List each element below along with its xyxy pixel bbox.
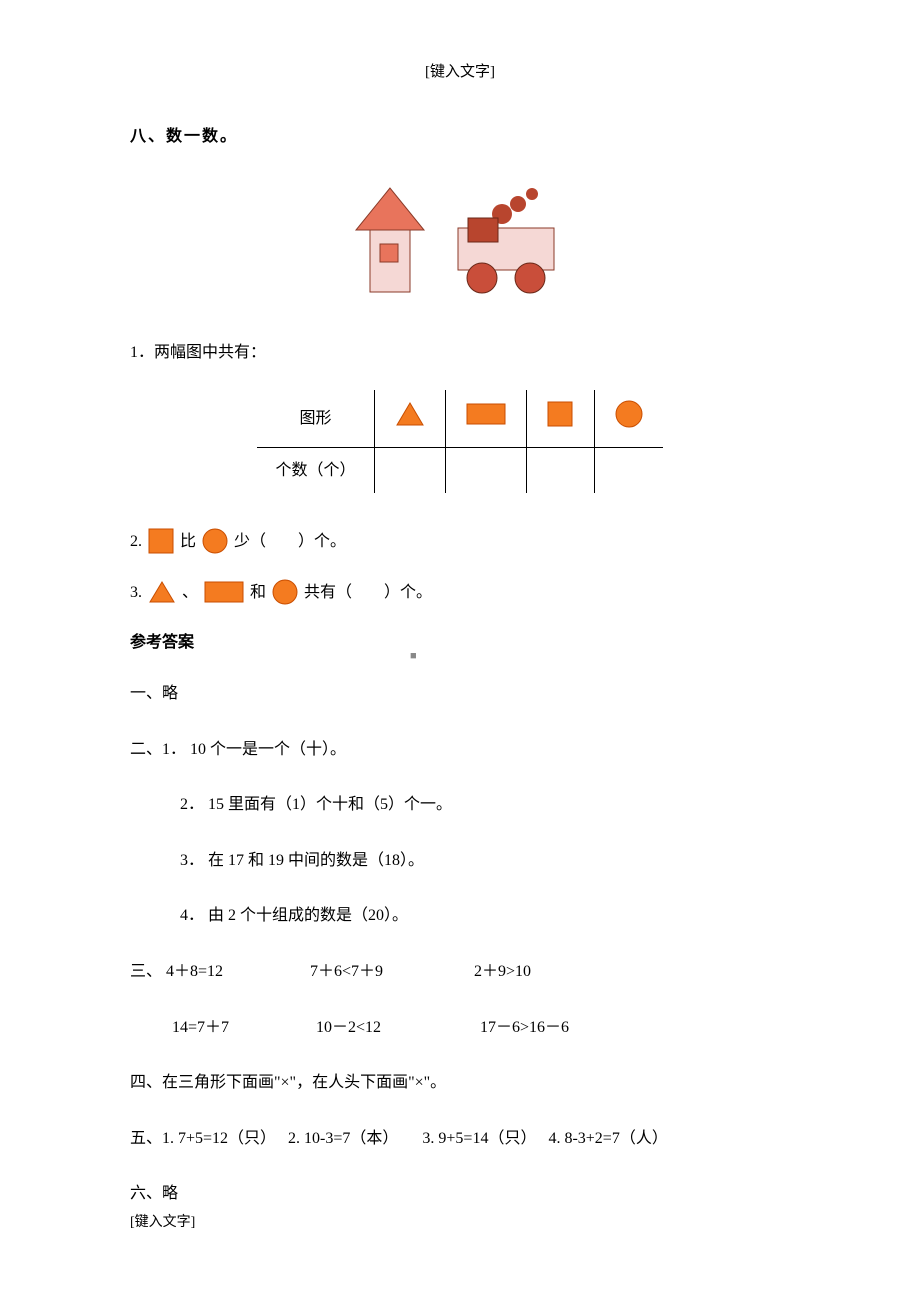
rectangle-cell [445, 390, 526, 447]
answer-3-row1: 三、 4＋8=12 7＋6<7＋9 2＋9>10 [130, 959, 790, 985]
answer-6: 六、略 [130, 1181, 790, 1207]
answer-3-1b: 7＋6<7＋9 [310, 959, 470, 985]
answer-5: 五、1. 7+5=12（只） 2. 10-3=7（本） 3. 9+5=14（只）… [130, 1126, 790, 1152]
picture-container [130, 180, 790, 300]
house-picture [350, 180, 430, 300]
answer-3-2c: 17－6>16－6 [480, 1019, 569, 1036]
question-2: 2. 比 少（ ）个。 [130, 528, 790, 554]
shapes-count-table: 图形 个数（个） [257, 390, 662, 493]
answer-3-2a: 14=7＋7 [172, 1015, 312, 1041]
q3-text-2: 共有（ ）个。 [304, 580, 432, 606]
square-icon [148, 528, 174, 554]
question-1-label: 1．两幅图中共有： [130, 340, 790, 366]
rectangle-icon [204, 581, 244, 603]
rectangle-icon [466, 403, 506, 425]
answer-2-4: 4． 由 2 个十组成的数是（20）。 [130, 903, 790, 929]
q3-number: 3. [130, 580, 142, 606]
count-cell-square[interactable] [526, 447, 594, 493]
count-cell-circle[interactable] [594, 447, 663, 493]
table-header-count: 个数（个） [257, 447, 374, 493]
circle-icon [615, 400, 643, 428]
answer-2-3: 3． 在 17 和 19 中间的数是（18）。 [130, 848, 790, 874]
page-footer: [键入文字] [130, 1212, 195, 1234]
answer-3-1c: 2＋9>10 [474, 963, 531, 980]
q2-number: 2. [130, 529, 142, 555]
table-row: 图形 [257, 390, 662, 447]
count-cell-rectangle[interactable] [445, 447, 526, 493]
answer-2-prefix: 二、1． [130, 741, 186, 758]
circle-icon [272, 579, 298, 605]
answer-2-1: 二、1． 10 个一是一个（十）。 [130, 737, 790, 763]
q3-sep: 、 [182, 580, 198, 606]
triangle-icon [148, 580, 176, 604]
triangle-icon [395, 401, 425, 427]
answer-2-1-text: 10 个一是一个（十）。 [190, 741, 346, 758]
answer-3-1a: 4＋8=12 [166, 959, 306, 985]
answer-1: 一、略 [130, 681, 790, 707]
table-row: 个数（个） [257, 447, 662, 493]
answer-4: 四、在三角形下面画"×"，在人头下面画"×"。 [130, 1070, 790, 1096]
answer-3-prefix: 三、 [130, 963, 162, 980]
section-8-title: 八、数一数。 [130, 124, 790, 150]
circle-cell [594, 390, 663, 447]
circle-icon [202, 528, 228, 554]
table-header-shape: 图形 [257, 390, 374, 447]
square-cell [526, 390, 594, 447]
square-icon [547, 401, 573, 427]
cursor-mark: ■ [410, 648, 417, 666]
question-3: 3. 、 和 共有（ ）个。 [130, 579, 790, 605]
answer-2-2: 2． 15 里面有（1）个十和（5）个一。 [130, 792, 790, 818]
train-picture [450, 180, 570, 295]
q2-text-2: 少（ ）个。 [234, 529, 346, 555]
q3-and: 和 [250, 580, 266, 606]
count-cell-triangle[interactable] [374, 447, 445, 493]
q2-text-1: 比 [180, 529, 196, 555]
page-header: [键入文字] [130, 60, 790, 84]
answer-3-row2: 14=7＋7 10－2<12 17－6>16－6 [130, 1015, 790, 1041]
answer-3-2b: 10－2<12 [316, 1015, 476, 1041]
answers-heading: 参考答案 [130, 630, 790, 656]
triangle-cell [374, 390, 445, 447]
